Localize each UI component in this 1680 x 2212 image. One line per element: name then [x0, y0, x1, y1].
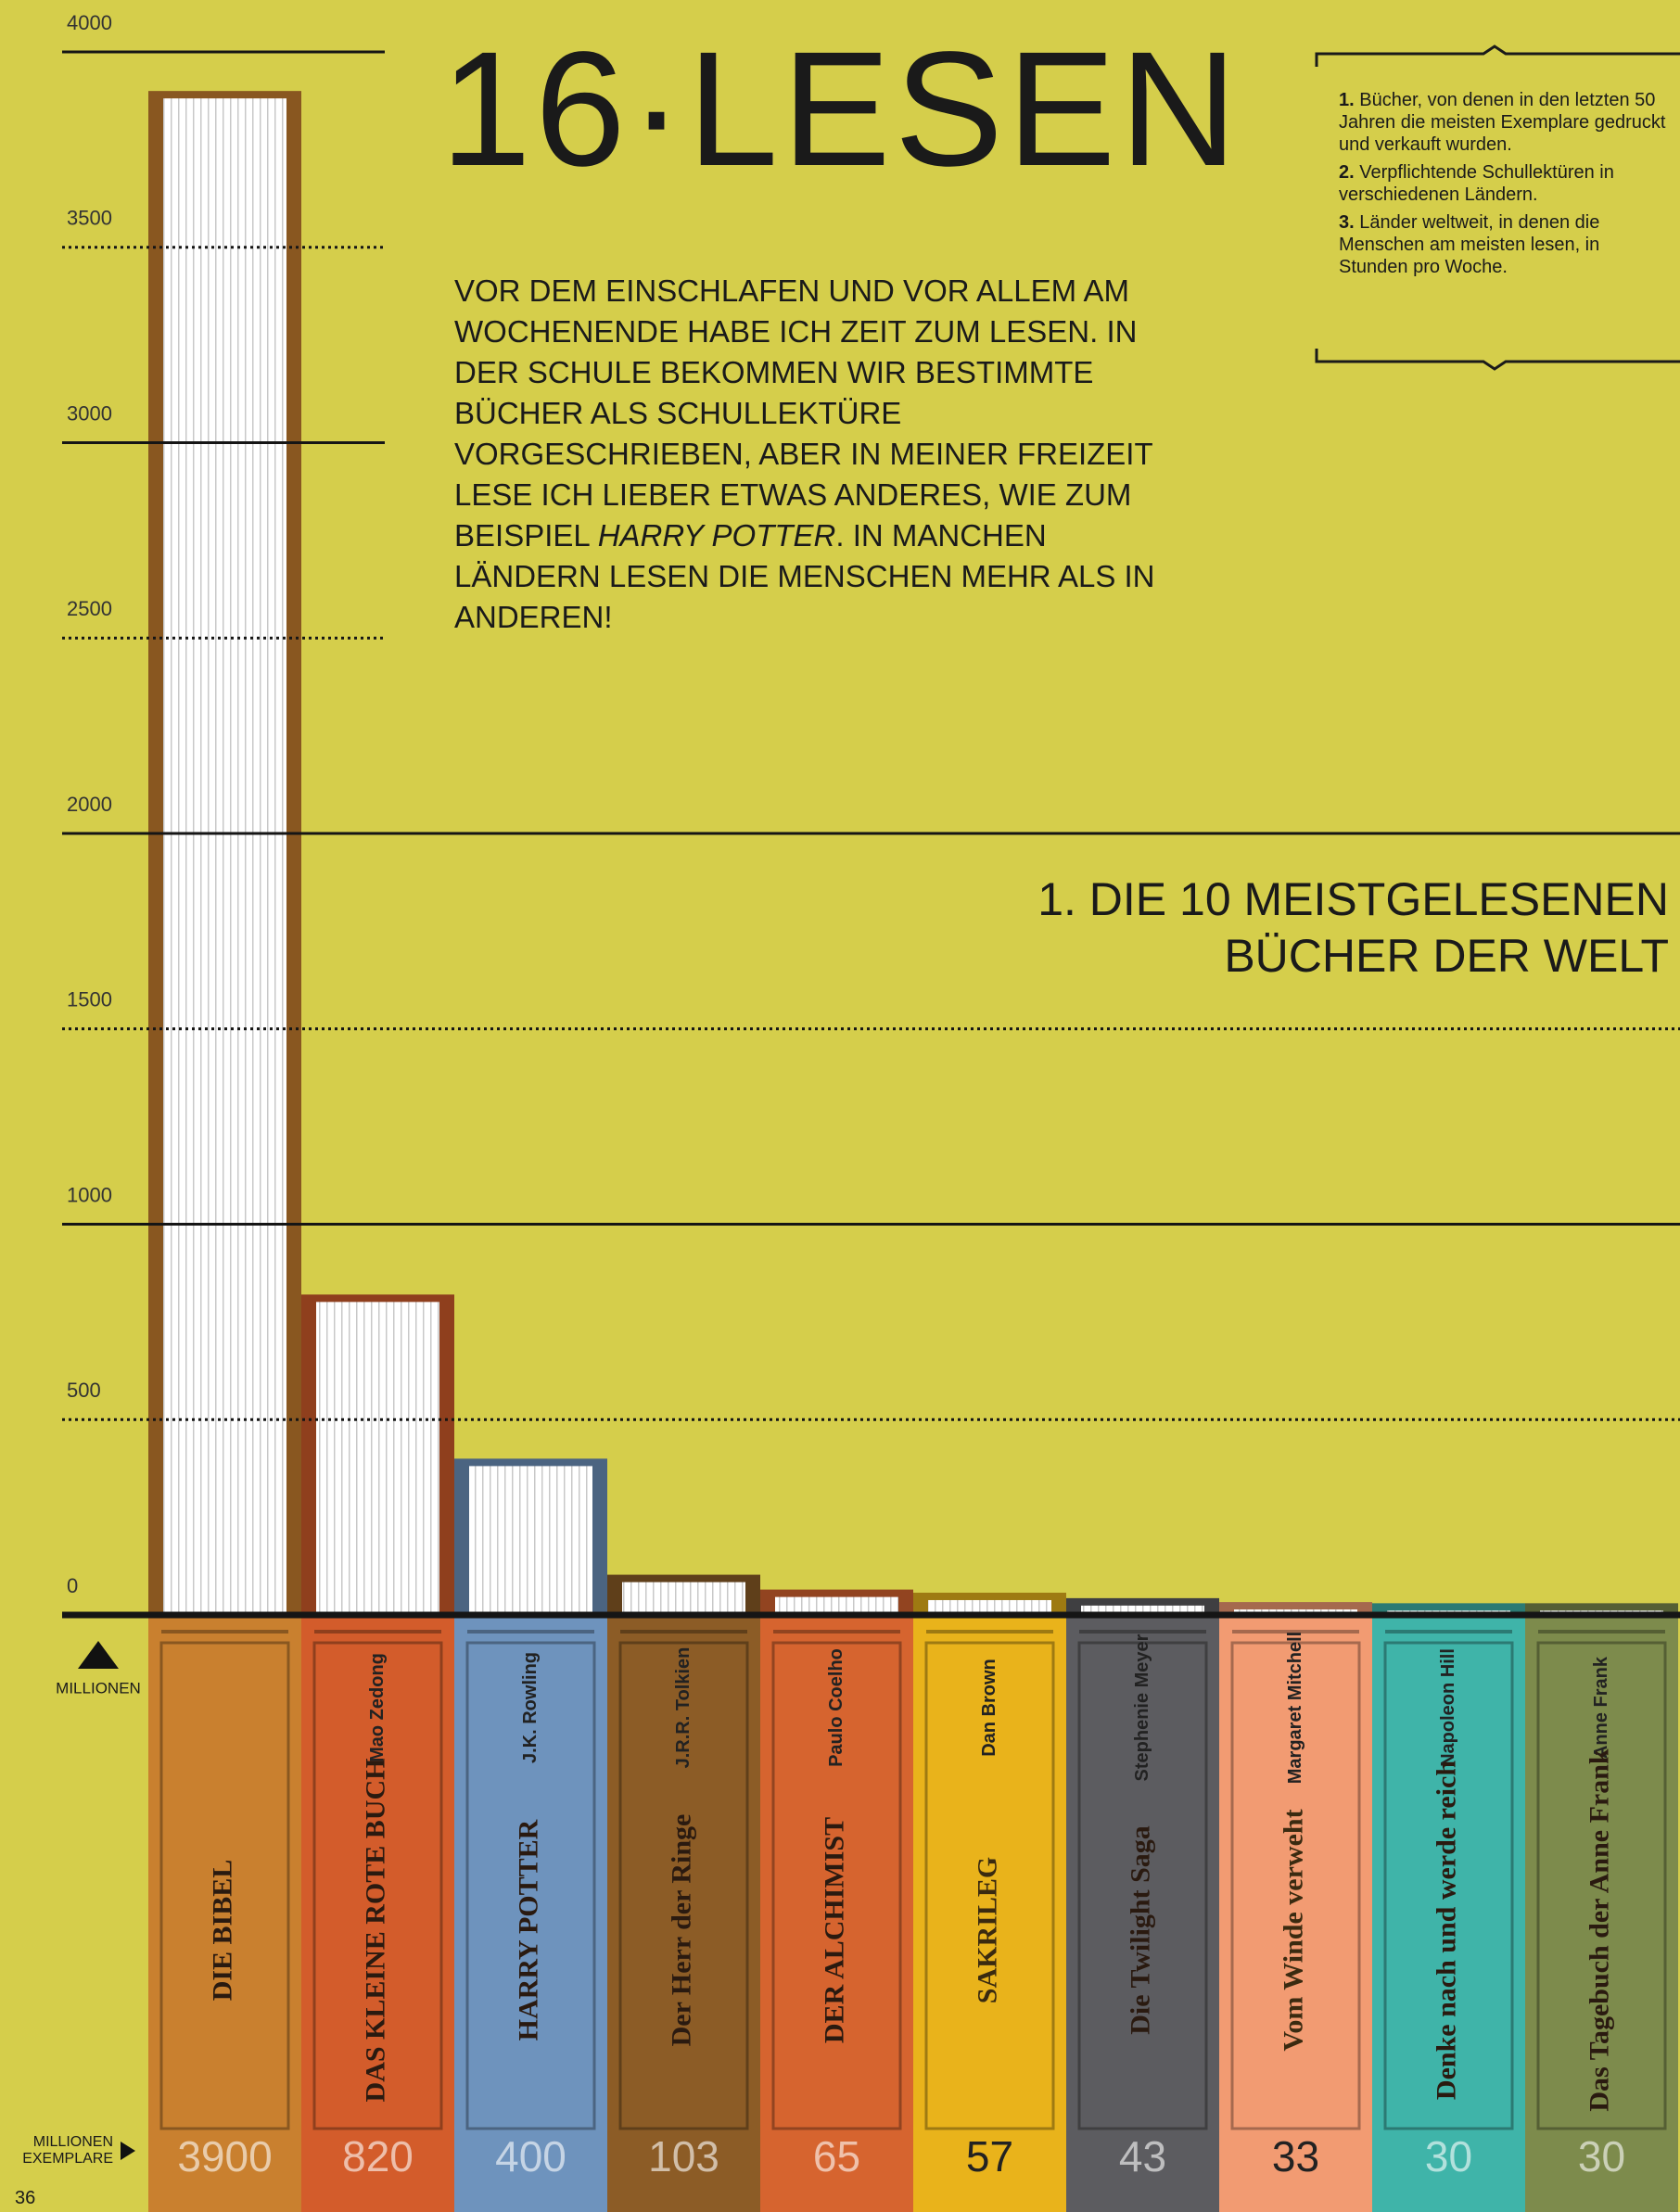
note-number: 2. [1339, 162, 1355, 183]
book-author: Anne Frank [1591, 1656, 1611, 1759]
value-label: 30 [1578, 2132, 1625, 2180]
spine-frame [159, 1641, 290, 2130]
intro-part: HARRY POTTER [597, 518, 836, 553]
y-tick-label: 4000 [67, 11, 112, 34]
book-pages [316, 1302, 439, 1615]
value-label: 30 [1425, 2132, 1472, 2180]
book-author: Paulo Coelho [826, 1648, 846, 1767]
note-text: Länder weltweit, in denen die Menschen a… [1339, 212, 1600, 277]
value-label: 3900 [177, 2132, 272, 2180]
book-title: Die Twilight Saga [1125, 1825, 1155, 2035]
y-tick-label: 2500 [67, 597, 112, 620]
book-title: DIE BIBEL [207, 1860, 237, 2002]
axis-arrow [121, 2142, 135, 2160]
spine-frame [1536, 1641, 1667, 2130]
book-spine [1066, 1615, 1219, 2212]
book-author: Mao Zedong [367, 1653, 388, 1762]
notes: 1. Bücher, von denen in den letzten 50 J… [1339, 89, 1673, 284]
value-label: 65 [813, 2132, 860, 2180]
spine-frame [312, 1641, 443, 2130]
book-author: J.K. Rowling [520, 1652, 541, 1763]
spine-frame [1383, 1641, 1514, 2130]
book-pages [775, 1596, 898, 1615]
notes-bracket [1315, 349, 1680, 371]
intro-part: VOR DEM EINSCHLAFEN UND VOR ALLEM AM WOC… [454, 273, 1153, 553]
value-label: 33 [1272, 2132, 1319, 2180]
y-axis-label: MILLIONEN [56, 1679, 141, 1697]
value-label: 400 [495, 2132, 566, 2180]
page-number: 36 [15, 2188, 36, 2208]
book-title: DER ALCHIMIST [819, 1817, 849, 2043]
y-tick-label: 500 [67, 1379, 101, 1402]
book-title: Vom Winde verweht [1278, 1809, 1308, 2051]
value-label: 43 [1119, 2132, 1166, 2180]
note-text: Verpflichtende Schullektüren in verschie… [1339, 162, 1614, 205]
spine-frame [1230, 1641, 1361, 2130]
y-tick-label: 1500 [67, 988, 112, 1011]
spine-frame [924, 1641, 1055, 2130]
book-title: Das Tagebuch der Anne Frank [1584, 1748, 1614, 2112]
chart-title: 1. DIE 10 MEISTGELESENEN BÜCHER DER WELT [1037, 873, 1669, 982]
book-title: HARRY POTTER [513, 1819, 543, 2040]
note-number: 1. [1339, 90, 1355, 110]
book-author: Margaret Mitchell [1285, 1632, 1305, 1784]
book-spine [607, 1615, 760, 2212]
note: 1. Bücher, von denen in den letzten 50 J… [1339, 89, 1673, 156]
y-tick-label: 1000 [67, 1183, 112, 1206]
book-title: SAKRILEG [972, 1857, 1002, 2003]
note: 3. Länder weltweit, in denen die Mensche… [1339, 211, 1673, 278]
value-label: 820 [342, 2132, 414, 2180]
page-title: 16·LESEN [440, 19, 1241, 200]
y-tick-label: 3000 [67, 401, 112, 425]
value-label: 57 [966, 2132, 1013, 2180]
spine-frame [465, 1641, 596, 2130]
book-pages [469, 1466, 592, 1615]
y-tick-label: 2000 [67, 793, 112, 816]
book-spine [454, 1615, 607, 2212]
book-pages [1081, 1605, 1204, 1615]
note-number: 3. [1339, 212, 1355, 233]
axis-arrow [78, 1641, 119, 1669]
book-pages [622, 1582, 745, 1615]
note-text: Bücher, von denen in den letzten 50 Jahr… [1339, 90, 1666, 155]
book-spine [148, 1615, 301, 2212]
book-author: J.R.R. Tolkien [673, 1647, 694, 1769]
book-pages [163, 98, 286, 1615]
book-title: DAS KLEINE ROTE BUCH [360, 1759, 390, 2103]
spine-frame [618, 1641, 749, 2130]
book-title: Der Herr der Ringe [666, 1814, 696, 2047]
book-spine [301, 1615, 454, 2212]
book-author: Dan Brown [979, 1659, 999, 1757]
book-title: Denke nach und werde reich [1431, 1761, 1461, 2100]
notes-bracket [1315, 44, 1680, 67]
intro-text: VOR DEM EINSCHLAFEN UND VOR ALLEM AM WOC… [454, 271, 1168, 638]
intro-part: . IN MANCHEN LÄNDERN LESEN DIE MENSCHEN … [454, 518, 1155, 634]
book-pages [928, 1599, 1051, 1615]
book-spine [760, 1615, 913, 2212]
book-spine [1372, 1615, 1525, 2212]
book-spine [1219, 1615, 1372, 2212]
book-author: Napoleon Hill [1438, 1648, 1458, 1767]
value-label: 103 [648, 2132, 719, 2180]
book-author: Stephenie Meyer [1132, 1634, 1152, 1781]
y-tick-label: 0 [67, 1574, 78, 1597]
x-axis-label: MILLIONEN EXEMPLARE [22, 2134, 113, 2167]
note: 2. Verpflichtende Schullektüren in versc… [1339, 161, 1673, 206]
book-spine [1525, 1615, 1678, 2212]
y-tick-label: 3500 [67, 207, 112, 230]
spine-frame [771, 1641, 902, 2130]
spine-frame [1077, 1641, 1208, 2130]
book-spine [913, 1615, 1066, 2212]
